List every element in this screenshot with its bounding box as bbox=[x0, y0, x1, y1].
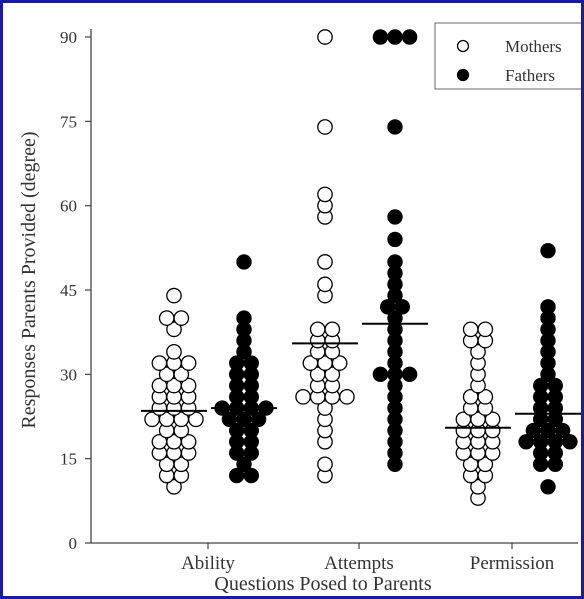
fathers-point bbox=[562, 434, 578, 450]
x-category-label: Permission bbox=[470, 553, 555, 574]
mothers-point bbox=[309, 321, 326, 338]
mothers-point bbox=[166, 287, 182, 304]
legend-marker-fathers bbox=[456, 68, 470, 82]
mothers-point bbox=[317, 119, 333, 135]
fathers-point bbox=[401, 29, 418, 45]
mothers-point bbox=[462, 321, 479, 338]
x-categories: Ability Attempts Permission bbox=[181, 543, 555, 574]
mothers-point bbox=[470, 478, 486, 495]
y-tick-label: 0 bbox=[69, 534, 78, 553]
x-axis-title: Questions Posed to Parents bbox=[214, 573, 431, 595]
fathers-point bbox=[236, 456, 252, 472]
data-points bbox=[144, 29, 578, 506]
mothers-point bbox=[188, 411, 204, 428]
fathers-point bbox=[401, 366, 418, 383]
x-category-label: Ability bbox=[181, 553, 235, 574]
mothers-point bbox=[324, 321, 341, 338]
mothers-point bbox=[166, 343, 182, 360]
fathers-point bbox=[372, 366, 389, 383]
y-tick-label: 75 bbox=[60, 112, 77, 131]
fathers-point bbox=[387, 254, 403, 270]
y-tick-label: 90 bbox=[60, 28, 77, 47]
mothers-point bbox=[151, 355, 168, 371]
legend-label-fathers: Fathers bbox=[505, 66, 555, 85]
x-category-label: Attempts bbox=[324, 553, 394, 574]
mothers-point bbox=[180, 377, 197, 394]
mothers-point bbox=[158, 310, 175, 326]
y-tick-label: 45 bbox=[60, 281, 77, 300]
mothers-point bbox=[317, 254, 333, 270]
fathers-point bbox=[387, 209, 403, 225]
y-axis-title: Responses Parents Provided (degree) bbox=[18, 131, 40, 428]
mothers-point bbox=[470, 343, 486, 360]
mothers-point bbox=[339, 388, 355, 405]
y-ticks: 0 15 30 45 60 75 90 bbox=[60, 28, 91, 553]
mothers-point bbox=[317, 400, 333, 416]
fathers-point bbox=[540, 299, 556, 315]
mothers-point bbox=[180, 355, 197, 371]
fathers-point bbox=[243, 355, 260, 371]
mothers-point bbox=[317, 186, 333, 203]
fathers-point bbox=[387, 119, 403, 135]
fathers-point bbox=[554, 422, 571, 439]
mean-lines bbox=[141, 322, 581, 429]
mothers-point bbox=[173, 366, 190, 383]
mothers-point bbox=[317, 276, 333, 293]
fathers-point bbox=[394, 299, 410, 315]
mothers-point bbox=[331, 355, 348, 371]
mothers-point bbox=[484, 411, 501, 428]
mothers-point bbox=[317, 456, 333, 473]
mothers-point bbox=[477, 388, 494, 405]
legend: Mothers Fathers bbox=[434, 22, 581, 90]
fathers-point bbox=[540, 242, 556, 259]
mothers-point bbox=[180, 433, 197, 450]
legend-label-mothers: Mothers bbox=[505, 37, 562, 56]
mothers-point bbox=[166, 478, 182, 495]
mothers-point bbox=[324, 366, 341, 383]
fathers-point bbox=[250, 411, 267, 428]
fathers-point bbox=[387, 310, 403, 326]
fathers-point bbox=[547, 377, 563, 394]
axes bbox=[90, 29, 578, 544]
mothers-point bbox=[477, 456, 494, 473]
mothers-point bbox=[477, 321, 494, 338]
fathers-point bbox=[236, 254, 252, 270]
fathers-point bbox=[372, 29, 389, 45]
mothers-point bbox=[317, 29, 333, 45]
fathers-point bbox=[540, 479, 556, 495]
fathers-point bbox=[236, 310, 252, 326]
fathers-point bbox=[387, 29, 403, 45]
fathers-point bbox=[243, 422, 260, 439]
legend-marker-mothers bbox=[456, 39, 470, 53]
y-tick-label: 60 bbox=[60, 197, 77, 216]
y-tick-label: 30 bbox=[60, 365, 77, 384]
mothers-point bbox=[295, 388, 311, 405]
fathers-point bbox=[243, 467, 260, 484]
mothers-point bbox=[173, 456, 190, 473]
y-tick-label: 15 bbox=[60, 450, 77, 469]
mothers-point bbox=[173, 310, 190, 326]
mothers-point bbox=[166, 321, 182, 338]
fathers-point bbox=[387, 231, 403, 248]
